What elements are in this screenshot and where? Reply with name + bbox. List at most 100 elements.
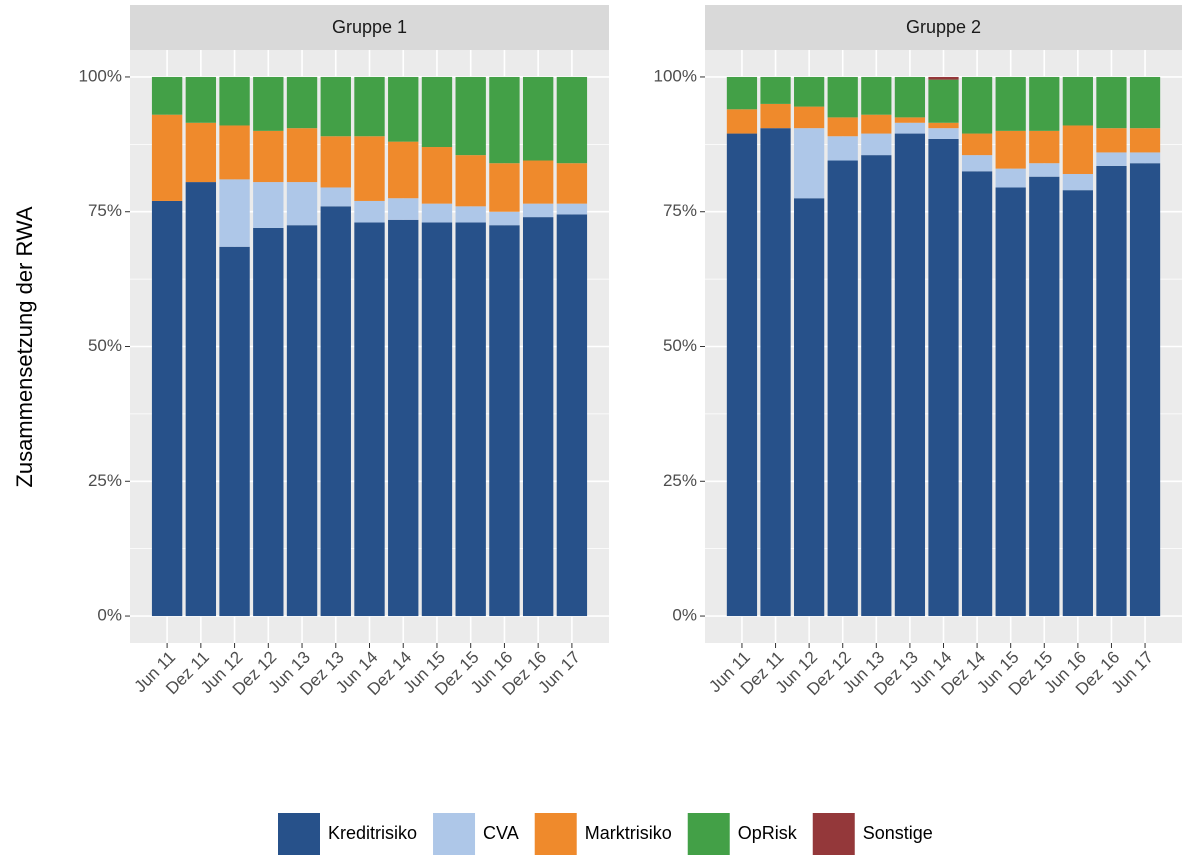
- bar-segment: [522, 76, 554, 161]
- bar-segment: [928, 138, 959, 617]
- bar-segment: [995, 130, 1026, 169]
- legend-label: Sonstige: [863, 823, 933, 843]
- bar-segment: [995, 76, 1026, 131]
- bar-segment: [320, 206, 351, 617]
- bar-segment: [1029, 176, 1060, 617]
- bar-segment: [219, 246, 250, 617]
- y-tick-label: 0%: [97, 606, 122, 625]
- bar-segment: [794, 128, 825, 199]
- bar-segment: [455, 206, 486, 223]
- bar-segment: [961, 76, 993, 134]
- bar-segment: [1129, 76, 1161, 129]
- bar-segment: [455, 155, 486, 207]
- bar-segment: [455, 76, 486, 156]
- bar-segment: [219, 179, 250, 247]
- facet-strip: [130, 5, 609, 50]
- bar-segment: [421, 147, 453, 204]
- bar-segment: [286, 225, 318, 617]
- bar-segment: [726, 76, 758, 110]
- y-tick-label: 50%: [88, 336, 122, 355]
- bar-segment: [320, 187, 351, 207]
- bar-segment: [556, 163, 588, 204]
- bar-segment: [1096, 152, 1127, 166]
- bar-segment: [556, 203, 588, 215]
- bar-segment: [388, 219, 419, 617]
- facet-title: Gruppe 2: [906, 17, 981, 37]
- bar-segment: [286, 128, 318, 183]
- bar-segment: [1062, 76, 1093, 126]
- bar-segment: [1062, 190, 1093, 617]
- legend-label: CVA: [483, 823, 519, 843]
- bar-segment: [354, 222, 385, 617]
- bar-segment: [1029, 76, 1060, 131]
- legend-label: Kreditrisiko: [328, 823, 417, 843]
- bar-segment: [726, 109, 758, 134]
- bar-segment: [489, 163, 520, 212]
- bar-segment: [861, 133, 892, 156]
- bar-segment: [388, 198, 419, 220]
- bar-segment: [1062, 173, 1093, 191]
- bar-segment: [894, 117, 926, 123]
- bar-segment: [522, 217, 554, 617]
- bar-segment: [861, 114, 892, 134]
- bar-segment: [286, 76, 318, 129]
- bar-segment: [253, 182, 284, 228]
- bar-segment: [421, 76, 453, 148]
- bar-segment: [995, 187, 1026, 617]
- bar-segment: [489, 211, 520, 226]
- y-tick-label: 25%: [88, 471, 122, 490]
- y-axis-label: Zusammensetzung der RWA: [12, 206, 37, 488]
- y-tick-label: 75%: [88, 201, 122, 220]
- bar-segment: [928, 76, 959, 80]
- y-tick-label: 25%: [663, 471, 697, 490]
- bar-segment: [151, 76, 183, 115]
- bar-segment: [421, 222, 453, 617]
- legend-key: [812, 813, 855, 855]
- bar-segment: [253, 227, 284, 617]
- bar-segment: [726, 133, 758, 617]
- bar-segment: [794, 76, 825, 107]
- y-tick-label: 50%: [663, 336, 697, 355]
- bar-segment: [961, 133, 993, 156]
- bar-segment: [320, 136, 351, 188]
- bar-segment: [1129, 128, 1161, 153]
- legend-label: OpRisk: [738, 823, 798, 843]
- bar-segment: [995, 168, 1026, 188]
- bar-segment: [354, 200, 385, 223]
- bar-segment: [522, 160, 554, 204]
- bar-segment: [1029, 130, 1060, 164]
- bar-segment: [894, 133, 926, 617]
- bar-segment: [894, 122, 926, 134]
- bar-segment: [827, 160, 858, 617]
- bar-segment: [489, 225, 520, 617]
- bar-segment: [522, 203, 554, 218]
- bar-segment: [928, 122, 959, 129]
- legend-label: Marktrisiko: [585, 823, 672, 843]
- bar-segment: [354, 76, 385, 137]
- bar-segment: [861, 76, 892, 115]
- bar-segment: [253, 130, 284, 183]
- legend-key: [433, 813, 476, 855]
- bar-segment: [894, 76, 926, 118]
- bar-segment: [151, 114, 183, 201]
- bar-segment: [185, 182, 217, 617]
- bar-segment: [219, 125, 250, 180]
- bar-segment: [827, 117, 858, 137]
- y-tick-label: 0%: [672, 606, 697, 625]
- bar-segment: [794, 106, 825, 129]
- bar-segment: [1096, 165, 1127, 617]
- bar-segment: [961, 155, 993, 172]
- bar-segment: [1129, 163, 1161, 617]
- y-tick-label: 75%: [663, 201, 697, 220]
- bar-segment: [219, 76, 250, 126]
- bar-segment: [760, 76, 791, 104]
- bar-segment: [455, 222, 486, 617]
- bar-segment: [185, 76, 217, 123]
- legend-key: [534, 813, 577, 855]
- bar-segment: [1096, 76, 1127, 129]
- bar-segment: [961, 171, 993, 617]
- bar-segment: [1062, 125, 1093, 174]
- bar-segment: [556, 76, 588, 164]
- facet-title: Gruppe 1: [332, 17, 407, 37]
